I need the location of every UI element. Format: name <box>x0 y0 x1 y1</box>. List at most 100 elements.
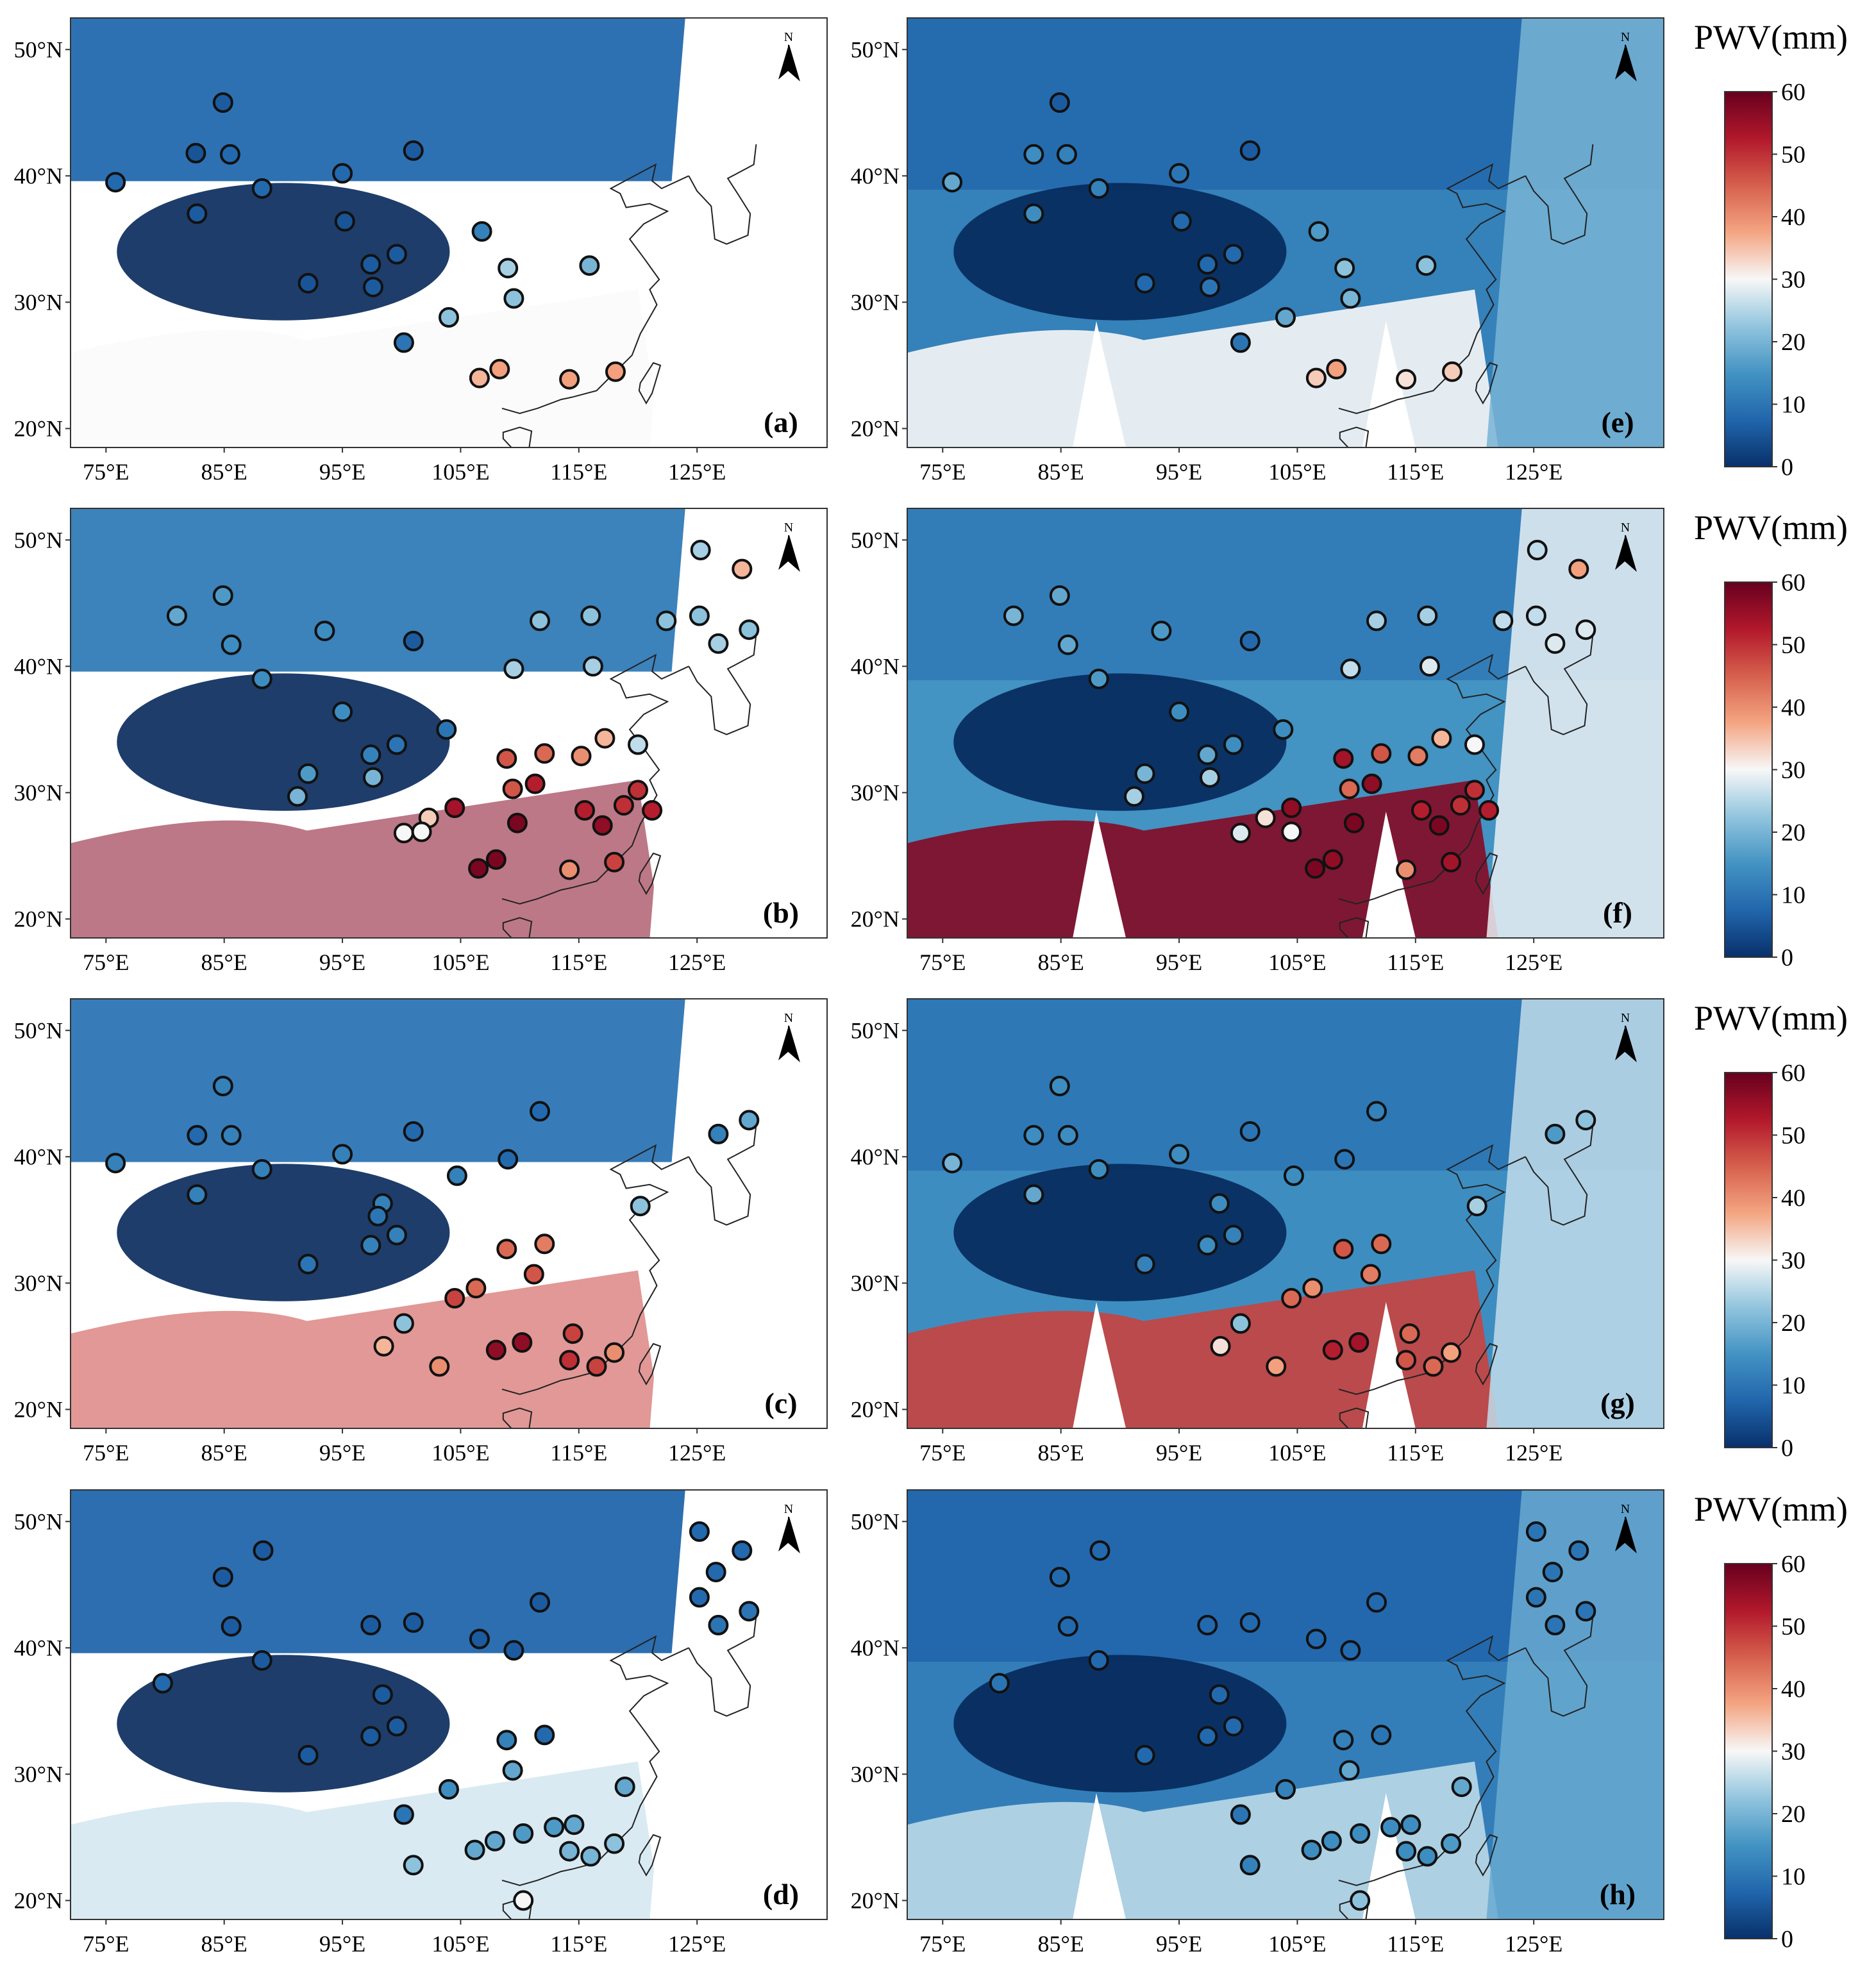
coastline <box>688 634 757 735</box>
gnss-station-marker <box>1223 1225 1244 1246</box>
missing-data-wedge <box>1362 811 1416 938</box>
map-panel: N (c) 75°E 85°E 95°E 105°E 115°E 125°E 20°N 30°N 4… <box>14 998 828 1466</box>
gnss-station-marker <box>1326 358 1347 380</box>
gnss-station-marker <box>1308 221 1329 242</box>
x-tick-label: 95°E <box>1156 949 1202 975</box>
x-tick-label: 105°E <box>1268 949 1326 975</box>
gnss-station-marker <box>297 272 319 294</box>
gnss-station-marker <box>1283 1165 1304 1186</box>
colorbar-tick-label: 30 <box>1781 267 1805 294</box>
y-tick-label: 30°N <box>14 1270 63 1296</box>
panel-frame <box>70 1489 828 1920</box>
gnss-station-marker <box>1134 1744 1155 1766</box>
gnss-station-marker <box>1441 1342 1462 1363</box>
colorbar-tick-label: 30 <box>1781 1739 1805 1766</box>
gnss-station-marker <box>1057 1124 1078 1146</box>
colorbar-tick-label: 60 <box>1781 1551 1805 1578</box>
gnss-station-marker <box>574 800 595 821</box>
panel-label: (f) <box>1603 896 1632 929</box>
gnss-station-marker <box>212 1567 233 1587</box>
gnss-station-marker <box>436 719 457 740</box>
coastline <box>1475 362 1498 405</box>
coastline <box>688 1616 757 1717</box>
north-arrow-icon: N <box>778 521 800 573</box>
coastline <box>1525 634 1594 735</box>
gnss-station-marker <box>386 734 407 755</box>
x-tick-label: 125°E <box>668 1931 726 1957</box>
gnss-station-marker <box>1056 144 1077 165</box>
gnss-station-marker <box>498 258 519 279</box>
panel-frame <box>907 508 1664 939</box>
x-tick-label: 115°E <box>1387 1931 1444 1957</box>
gnss-station-marker <box>1396 369 1417 390</box>
gnss-station-marker <box>1305 367 1327 389</box>
x-tick-label: 105°E <box>431 459 489 485</box>
tibetan-plateau-region <box>117 1655 450 1793</box>
x-tick-label: 115°E <box>550 1440 607 1466</box>
north-arrow-icon: N <box>778 1502 800 1554</box>
gnss-station-marker <box>705 1562 726 1583</box>
gnss-station-marker <box>1340 288 1361 309</box>
colorbar-title: PWV(mm) <box>1694 1490 1848 1528</box>
x-tick-label: 95°E <box>1156 459 1202 485</box>
gnss-station-marker <box>534 743 555 764</box>
gnss-station-marker <box>1466 1196 1487 1217</box>
gnss-station-marker <box>1089 1540 1110 1561</box>
gnss-station-marker <box>314 621 335 642</box>
missing-data-wedge <box>1073 1301 1126 1428</box>
x-tick-label: 105°E <box>431 1440 489 1466</box>
gnss-station-marker <box>1197 744 1218 765</box>
gnss-station-marker <box>403 1855 424 1876</box>
gnss-station-marker <box>534 1725 555 1746</box>
gnss-station-marker <box>1302 1278 1323 1299</box>
coastline <box>688 1124 757 1226</box>
gnss-station-marker <box>1340 1640 1361 1661</box>
gnss-station-marker <box>1333 748 1354 769</box>
gnss-station-marker <box>580 1846 601 1867</box>
colorbar-tick-label: 20 <box>1781 329 1805 356</box>
gnss-station-marker <box>297 763 319 784</box>
colorbar-tick-label: 10 <box>1781 1864 1805 1891</box>
gnss-station-marker <box>1197 1614 1218 1635</box>
colorbar: PWV(mm) 0 10 20 30 40 50 60 <box>1694 508 1848 971</box>
panel-label: (b) <box>763 896 799 929</box>
gnss-station-marker <box>1134 763 1155 784</box>
gnss-station-marker <box>1396 1841 1417 1862</box>
gnss-station-marker <box>1088 1159 1109 1180</box>
gnss-station-marker <box>360 744 381 765</box>
gnss-station-marker <box>1230 823 1251 844</box>
coastline <box>1339 917 1369 938</box>
gnss-station-marker <box>732 1540 753 1561</box>
gnss-station-marker <box>1003 605 1024 626</box>
missing-data-wedge <box>1362 1301 1416 1428</box>
colorbar-tick-label: 60 <box>1781 79 1805 106</box>
x-tick-label: 125°E <box>1505 1931 1562 1957</box>
north-label: N <box>784 30 793 44</box>
colorbar-tick-label: 20 <box>1781 1310 1805 1337</box>
gnss-station-marker <box>503 1640 524 1661</box>
x-tick-label: 95°E <box>319 1931 365 1957</box>
gnss-station-marker <box>1281 798 1302 818</box>
ocean-region <box>649 18 827 447</box>
gnss-station-marker <box>287 786 308 807</box>
north-arrow-icon: N <box>1615 1011 1637 1063</box>
gnss-station-marker <box>1340 658 1361 680</box>
gnss-station-marker <box>1350 1890 1371 1911</box>
gnss-station-marker <box>604 851 625 873</box>
gnss-station-marker <box>1322 1339 1343 1360</box>
gnss-station-marker <box>1023 1124 1044 1146</box>
gnss-station-marker <box>1575 1110 1596 1131</box>
gnss-station-marker <box>1239 1121 1260 1142</box>
colorbar: PWV(mm) 0 10 20 30 40 50 60 <box>1694 18 1848 481</box>
x-tick-label: 85°E <box>201 459 247 485</box>
gnss-station-marker <box>1151 621 1172 642</box>
gnss-station-marker <box>212 585 233 606</box>
gnss-station-marker <box>1423 1356 1444 1377</box>
north-label: N <box>784 521 793 535</box>
north-label: N <box>1621 1011 1630 1025</box>
north-arrow-icon: N <box>1615 1502 1637 1554</box>
colorbar-tick-label: 0 <box>1781 1435 1793 1462</box>
x-tick-label: 105°E <box>431 1931 489 1957</box>
gnss-station-marker <box>1478 800 1500 821</box>
gnss-station-marker <box>1197 1235 1218 1256</box>
